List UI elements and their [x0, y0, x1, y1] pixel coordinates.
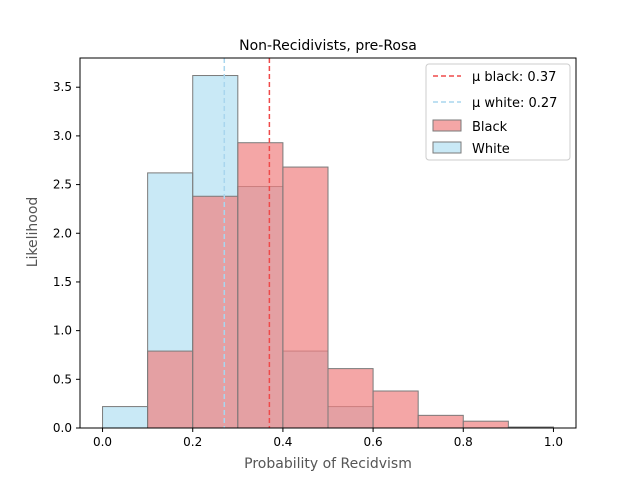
black-bar — [417, 414, 464, 429]
black-bar — [372, 390, 419, 429]
y-tick-label: 0.0 — [53, 421, 72, 435]
x-tick-label: 0.2 — [183, 435, 202, 449]
black-bar — [147, 350, 194, 429]
black-bar — [462, 420, 509, 429]
x-axis-ticks: 0.0 0.2 0.4 0.6 0.8 1.0 — [93, 428, 563, 449]
legend-white-label: White — [472, 142, 510, 157]
legend-black-swatch — [432, 119, 462, 132]
x-tick-label: 0.6 — [364, 435, 383, 449]
y-axis-label: Likelihood — [25, 197, 41, 268]
plot-frame — [79, 57, 577, 429]
y-tick-label: 2.0 — [53, 226, 72, 240]
x-tick-label: 0.8 — [454, 435, 473, 449]
x-tick-label: 0.4 — [273, 435, 292, 449]
black-bar — [237, 142, 284, 429]
white-bar — [102, 406, 149, 429]
black-series-bars — [147, 142, 554, 429]
x-axis-label: Probability of Recidvism — [244, 456, 412, 472]
mean-lines — [223, 58, 271, 428]
legend-black-label: Black — [472, 120, 508, 135]
black-bar — [327, 368, 374, 429]
y-axis-ticks: 0.0 0.5 1.0 1.5 2.0 2.5 3.0 3.5 — [53, 80, 80, 435]
y-tick-label: 3.5 — [53, 80, 72, 94]
legend-mean-black-label: μ black: 0.37 — [472, 70, 556, 85]
legend: μ black: 0.37 μ white: 0.27 Black White — [425, 63, 571, 161]
black-bar — [282, 166, 329, 429]
black-bar — [192, 195, 239, 429]
legend-mean-white-label: μ white: 0.27 — [472, 96, 557, 111]
legend-box — [425, 63, 571, 161]
x-tick-label: 0.0 — [93, 435, 112, 449]
y-tick-label: 3.0 — [53, 129, 72, 143]
y-tick-label: 1.0 — [53, 324, 72, 338]
x-tick-label: 1.0 — [544, 435, 563, 449]
chart-title: Non-Recidivists, pre-Rosa — [239, 38, 417, 54]
y-tick-label: 1.5 — [53, 275, 72, 289]
legend-white-swatch — [432, 141, 462, 154]
y-tick-label: 2.5 — [53, 178, 72, 192]
y-tick-label: 0.5 — [53, 372, 72, 386]
